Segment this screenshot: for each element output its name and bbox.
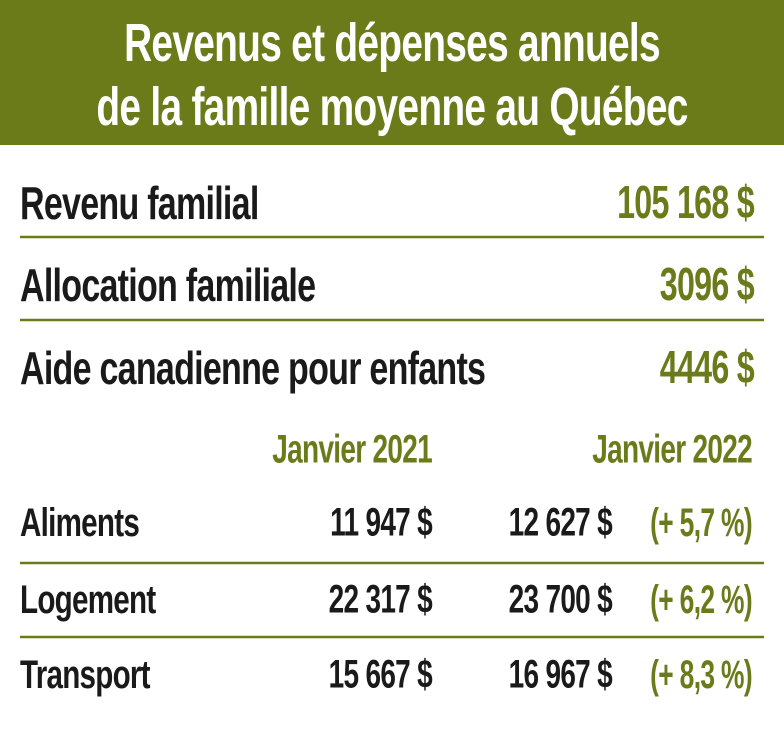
value-2021: 11 947 $ (330, 501, 432, 545)
row-label: Logement (20, 578, 156, 622)
summary-label: Allocation familiale (20, 259, 316, 311)
row-label: Aliments (20, 501, 139, 545)
summary-label: Aide canadienne pour enfants (20, 342, 485, 394)
summary-label: Revenu familial (20, 177, 259, 229)
row-label: Transport (20, 653, 151, 697)
value-2021: 15 667 $ (329, 653, 433, 697)
change: (+ 6,2 %) (650, 578, 752, 623)
title-line: de la famille moyenne au Québec (96, 76, 687, 137)
value-2021: 22 317 $ (329, 578, 433, 622)
value-2022: 16 967 $ (509, 653, 613, 697)
value-2022: 12 627 $ (509, 501, 613, 545)
summary-value: 4446 $ (660, 343, 755, 394)
change: (+ 5,7 %) (650, 501, 752, 546)
value-2022: 23 700 $ (509, 578, 613, 622)
title-line: Revenus et dépenses annuels (124, 12, 660, 73)
summary-value: 105 168 $ (617, 178, 755, 229)
summary-value: 3096 $ (660, 260, 755, 311)
change: (+ 8,3 %) (650, 653, 752, 698)
body-background (0, 145, 784, 745)
column-header: Janvier 2021 (272, 428, 432, 472)
header-band (0, 0, 784, 145)
column-header: Janvier 2022 (592, 428, 752, 472)
